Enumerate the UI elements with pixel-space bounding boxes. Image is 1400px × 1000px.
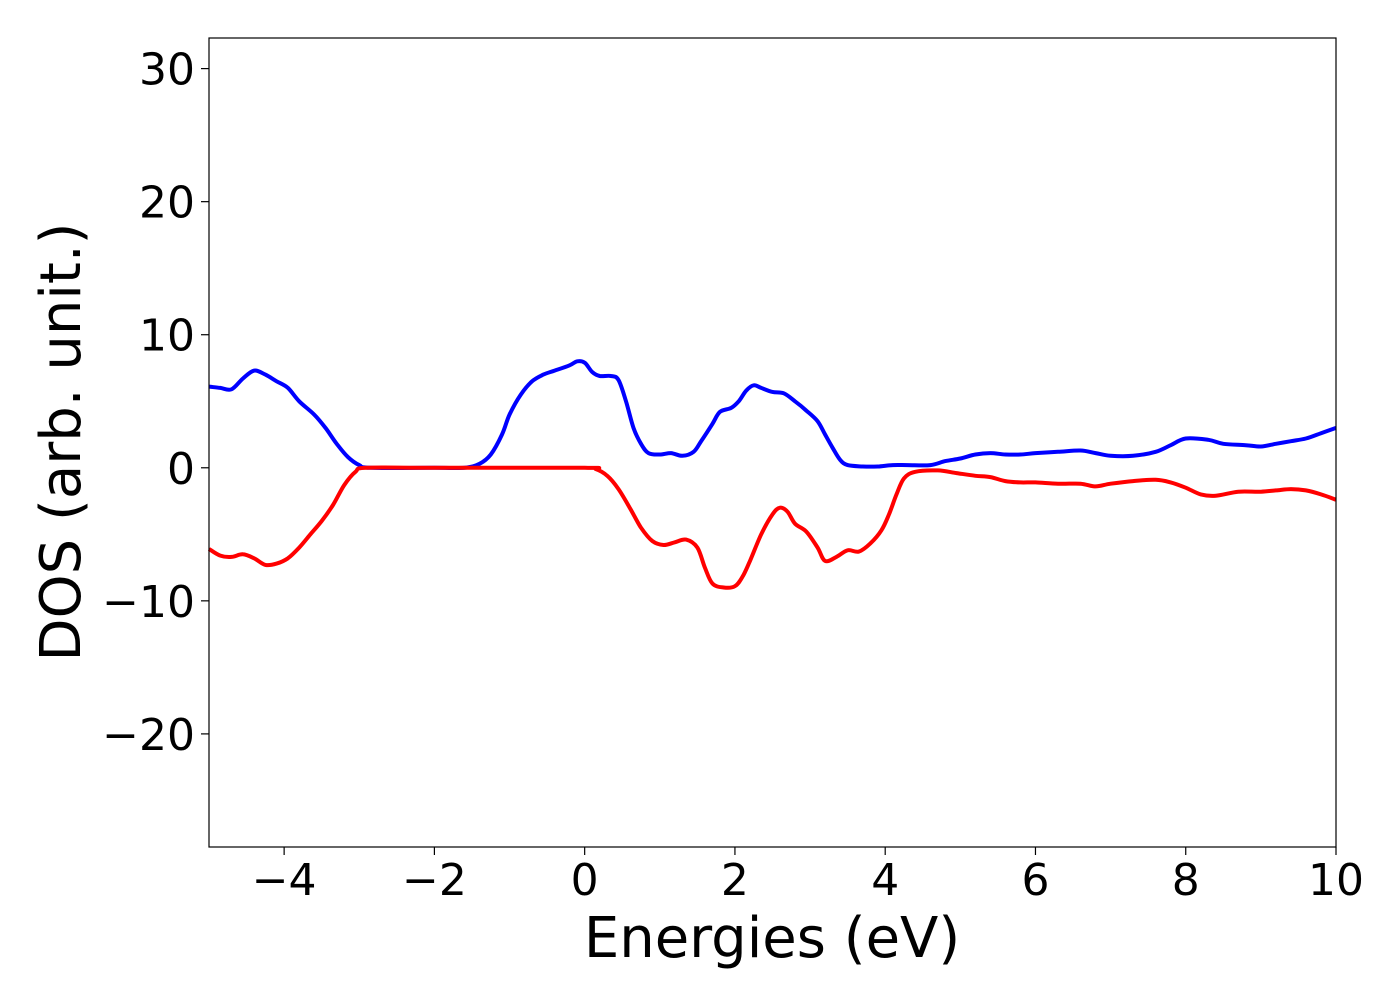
x-tick-label: 0 [571, 855, 599, 906]
x-tick-label: 10 [1308, 855, 1364, 906]
y-tick-label: 0 [167, 444, 195, 495]
plot-frame [208, 37, 1337, 848]
x-tick-label: 2 [721, 855, 749, 906]
y-axis-label: DOS (arb. unit.) [29, 222, 94, 661]
y-tick-label: 20 [139, 178, 195, 229]
y-tick-label: −10 [102, 577, 195, 628]
series-layer [207, 359, 1337, 590]
x-tick-label: 4 [871, 855, 899, 906]
series-line-2 [207, 465, 1337, 590]
series-line-1 [208, 359, 1337, 471]
y-tick-label: 30 [139, 45, 195, 96]
x-tick-label: 6 [1021, 855, 1049, 906]
x-tick-label: −2 [402, 855, 467, 906]
x-tick-label: 8 [1172, 855, 1200, 906]
x-tick-label: −4 [252, 855, 317, 906]
x-axis: −4 −2 0 2 4 6 8 10 [252, 847, 1364, 906]
y-axis: −20 −10 0 10 20 30 [102, 45, 209, 761]
y-tick-label: 10 [139, 311, 195, 362]
y-tick-label: −20 [102, 710, 195, 761]
x-axis-label: Energies (eV) [584, 906, 960, 971]
